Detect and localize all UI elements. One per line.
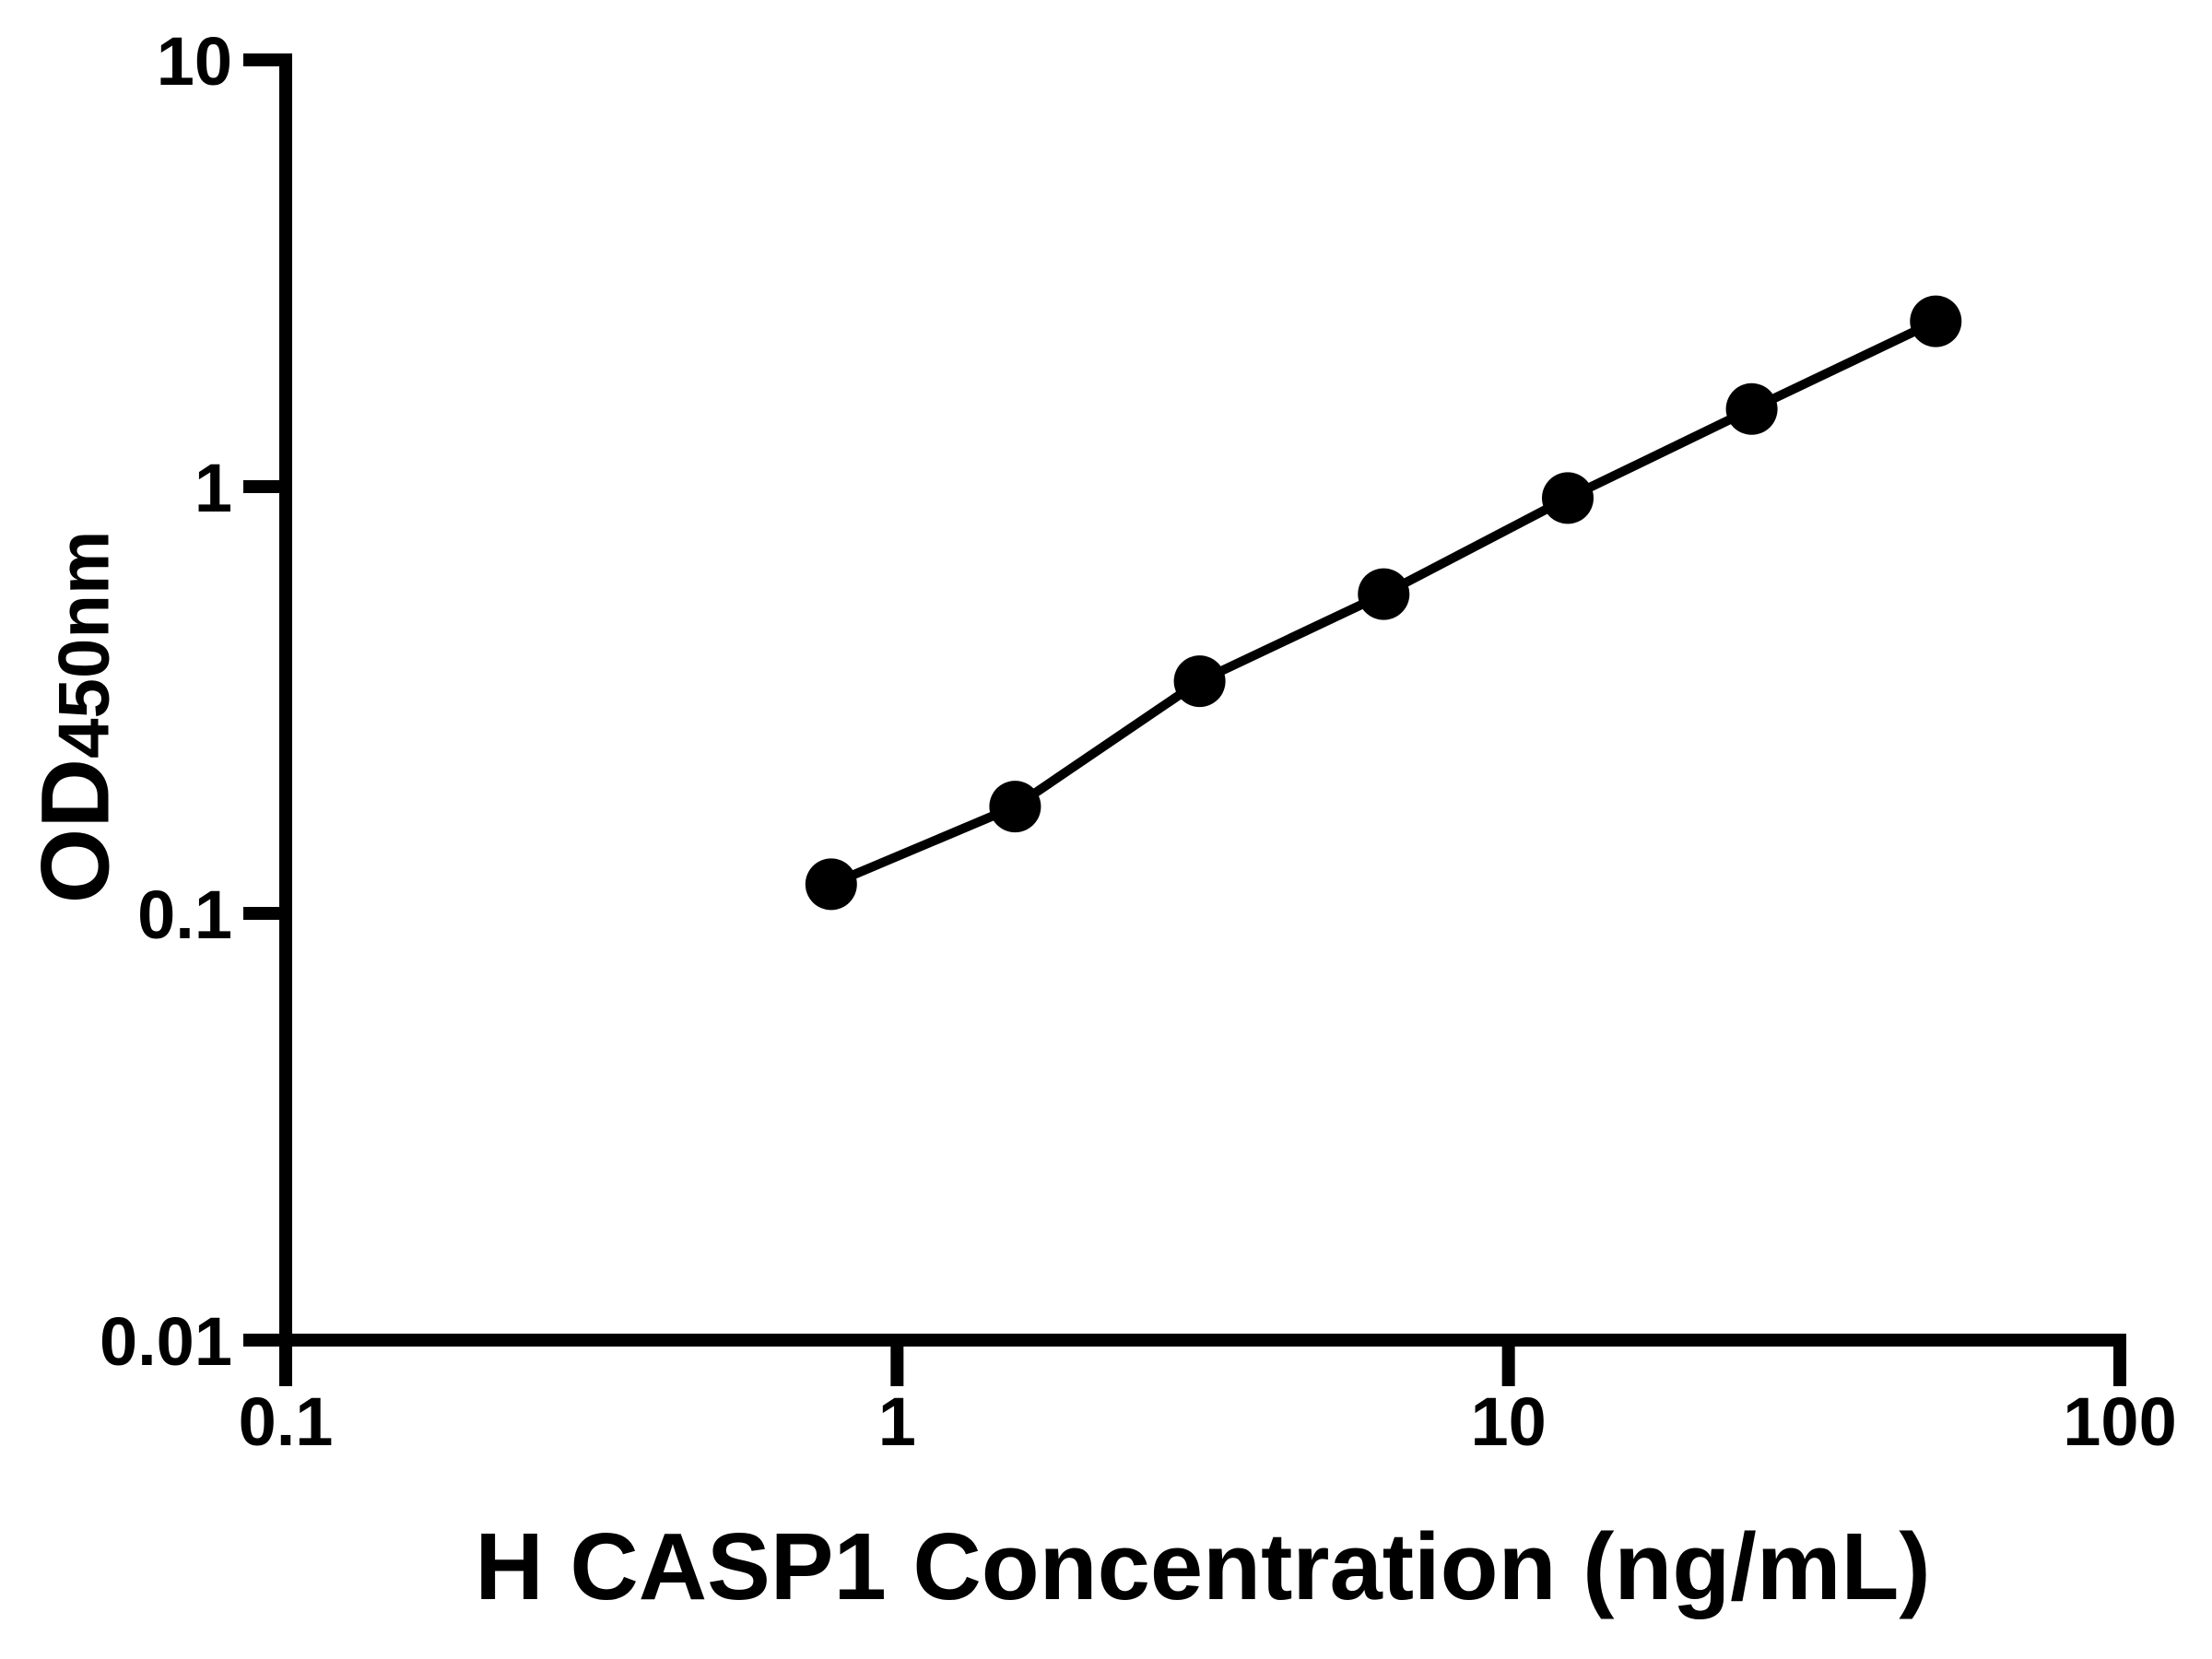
y-tick-label: 0.1	[137, 877, 232, 953]
data-point	[1910, 295, 1962, 347]
y-axis-title-main: OD	[21, 758, 130, 904]
data-point	[1542, 472, 1594, 524]
data-point	[1358, 568, 1410, 620]
data-point	[1173, 655, 1226, 708]
y-tick-label: 10	[157, 23, 232, 100]
y-axis-title-subscript: 450nm	[42, 530, 124, 759]
data-point	[805, 858, 857, 911]
y-tick-label: 0.01	[100, 1303, 232, 1380]
y-axis-title: OD450nm	[22, 530, 130, 904]
x-tick-label: 1	[878, 1383, 916, 1460]
data-point	[1725, 382, 1778, 435]
x-tick-label: 10	[1471, 1383, 1547, 1460]
x-tick-label: 100	[2063, 1383, 2176, 1460]
x-axis-title: H CASP1 Concentration (ng/mL)	[475, 1513, 1931, 1619]
data-point	[989, 781, 1041, 833]
y-tick-label: 1	[194, 450, 232, 526]
x-tick-label: 0.1	[239, 1383, 334, 1460]
